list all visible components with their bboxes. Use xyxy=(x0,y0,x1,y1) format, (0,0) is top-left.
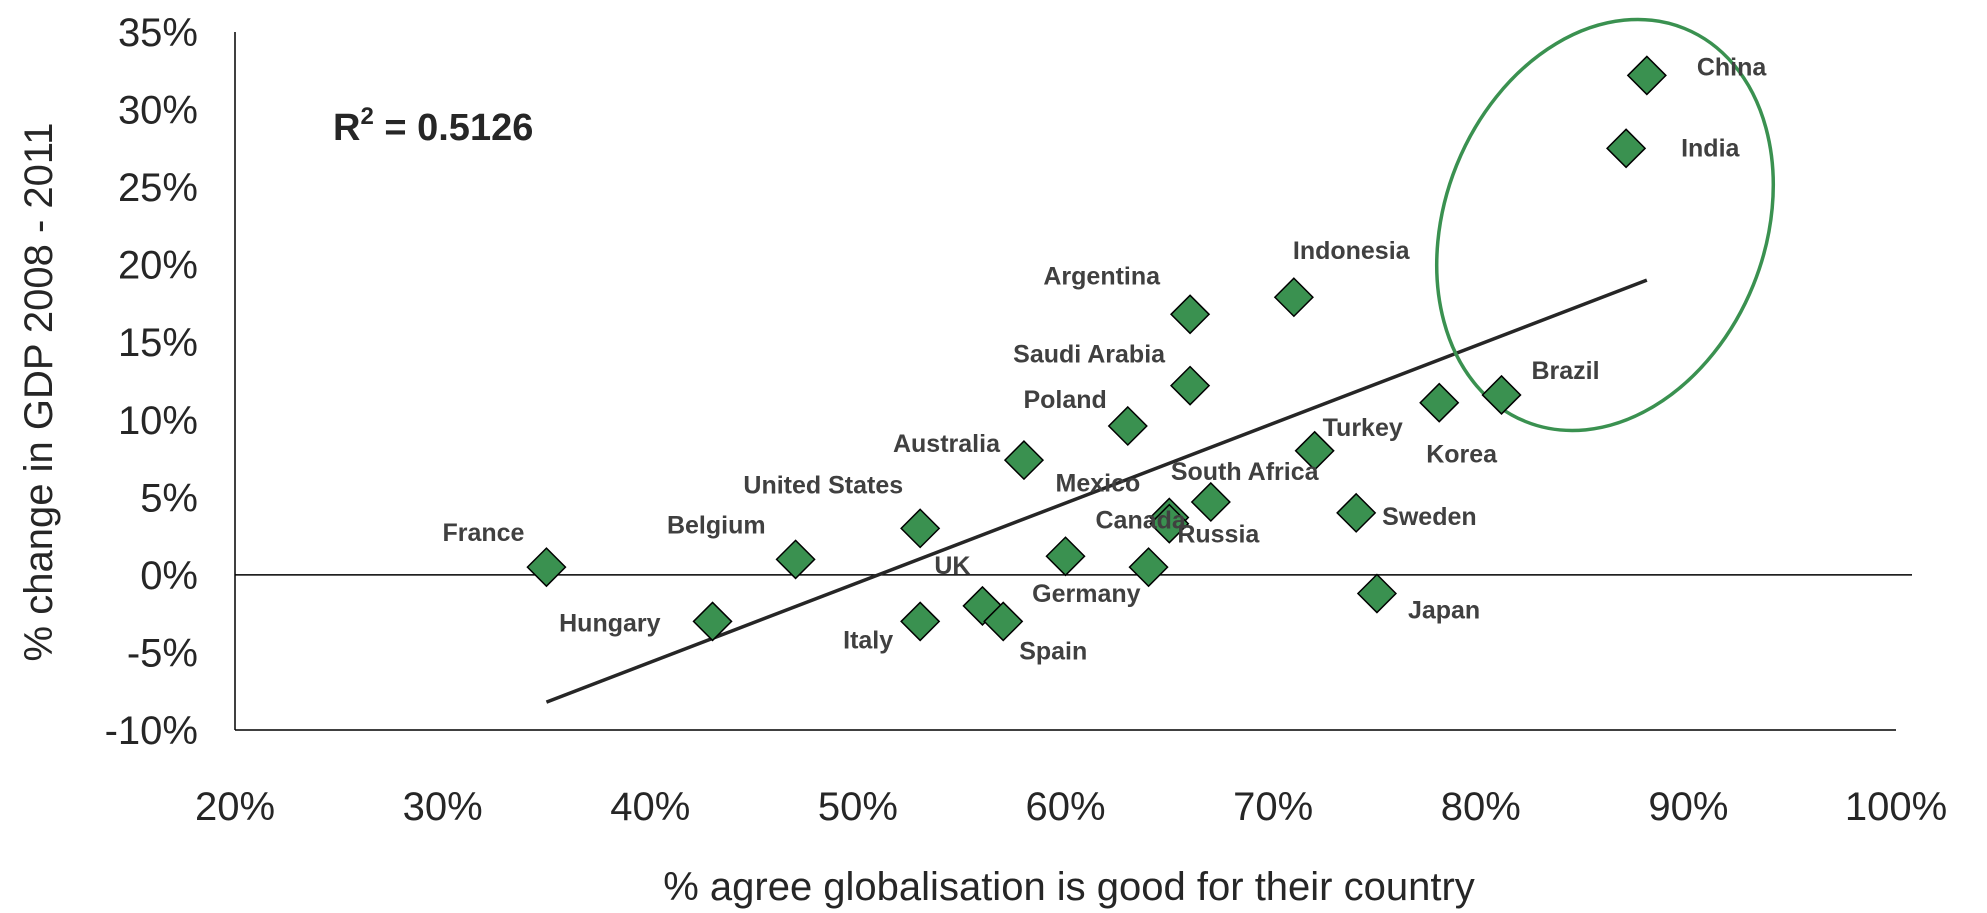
point-poland xyxy=(1107,405,1148,447)
point-labels-group: France Hungary Belgium United States Italy UK… xyxy=(442,53,1767,665)
x-tick-label: 40% xyxy=(610,785,690,829)
r-squared-annotation: R2 = 0.5126 xyxy=(333,103,533,149)
x-tick-label: 60% xyxy=(1025,785,1105,829)
label-france: France xyxy=(442,519,524,547)
point-australia xyxy=(1003,440,1045,481)
y-tick-label: 15% xyxy=(118,321,198,365)
label-china: China xyxy=(1697,53,1768,81)
y-tick-label: 25% xyxy=(118,166,198,210)
x-tick-label: 80% xyxy=(1441,785,1521,829)
label-hungary: Hungary xyxy=(559,609,661,637)
label-indonesia: Indonesia xyxy=(1293,237,1411,265)
point-china xyxy=(1626,55,1667,96)
point-japan xyxy=(1356,573,1397,614)
point-korea xyxy=(1419,382,1460,423)
x-axis-title: % agree globalisation is good for their … xyxy=(663,865,1475,909)
y-tick-label: 5% xyxy=(140,476,198,520)
label-japan: Japan xyxy=(1408,597,1480,625)
y-tick-label: 0% xyxy=(140,554,198,598)
point-russia xyxy=(1149,503,1190,544)
point-india xyxy=(1606,128,1647,169)
x-tick-label: 50% xyxy=(818,785,898,829)
y-tick-label: -5% xyxy=(127,631,198,675)
point-italy xyxy=(900,601,941,642)
y-tick-label: 20% xyxy=(118,244,198,288)
y-axis-title: % change in GDP 2008 - 2011 xyxy=(17,123,61,662)
label-spain: Spain xyxy=(1019,637,1087,665)
x-tick-label: 20% xyxy=(195,785,275,829)
label-poland: Poland xyxy=(1023,386,1106,414)
label-italy: Italy xyxy=(843,626,893,654)
x-tick-label: 30% xyxy=(403,785,483,829)
point-spain xyxy=(983,601,1024,642)
trendline-group xyxy=(545,17,1776,704)
point-south-africa xyxy=(1190,481,1231,523)
point-turkey xyxy=(1294,430,1335,471)
label-russia: Russia xyxy=(1177,521,1260,549)
point-belgium xyxy=(775,539,816,580)
point-argentina xyxy=(1170,294,1211,335)
label-australia: Australia xyxy=(893,430,1001,458)
label-united-states: United States xyxy=(743,471,903,499)
trendline xyxy=(545,278,1648,704)
axes: 20% 30% 40% 50% 60% 70% 80% 90% 100% 35% 30% 25% 20%… xyxy=(105,11,1948,829)
label-uk: UK xyxy=(934,552,970,580)
point-united-states xyxy=(900,508,941,549)
x-tick-label: 100% xyxy=(1845,785,1947,829)
point-canada xyxy=(1045,536,1086,577)
label-sweden: Sweden xyxy=(1382,503,1476,531)
label-mexico: Mexico xyxy=(1056,469,1141,497)
y-tick-label: 30% xyxy=(118,89,198,133)
highlight-ellipse xyxy=(1434,17,1776,433)
label-turkey: Turkey xyxy=(1323,414,1403,442)
x-tick-label: 90% xyxy=(1648,785,1728,829)
point-france xyxy=(526,547,567,588)
point-germany xyxy=(1128,547,1169,588)
label-saudi-arabia: Saudi Arabia xyxy=(1013,341,1166,369)
point-sweden xyxy=(1336,492,1377,533)
label-canada: Canada xyxy=(1096,506,1187,534)
y-tick-label: -10% xyxy=(105,709,198,753)
point-brazil xyxy=(1481,374,1522,416)
point-indonesia xyxy=(1273,277,1314,318)
y-tick-label: 35% xyxy=(118,11,198,55)
label-korea: Korea xyxy=(1426,441,1498,469)
y-tick-label: 10% xyxy=(118,399,198,443)
label-belgium: Belgium xyxy=(667,511,766,539)
label-south-africa: South Africa xyxy=(1171,458,1320,486)
label-brazil: Brazil xyxy=(1532,357,1600,385)
label-argentina: Argentina xyxy=(1043,262,1161,290)
label-germany: Germany xyxy=(1032,580,1140,608)
points-group xyxy=(526,55,1667,642)
point-saudi-arabia xyxy=(1170,365,1211,406)
point-hungary xyxy=(692,601,733,642)
label-india: India xyxy=(1681,134,1740,162)
x-tick-label: 70% xyxy=(1233,785,1313,829)
